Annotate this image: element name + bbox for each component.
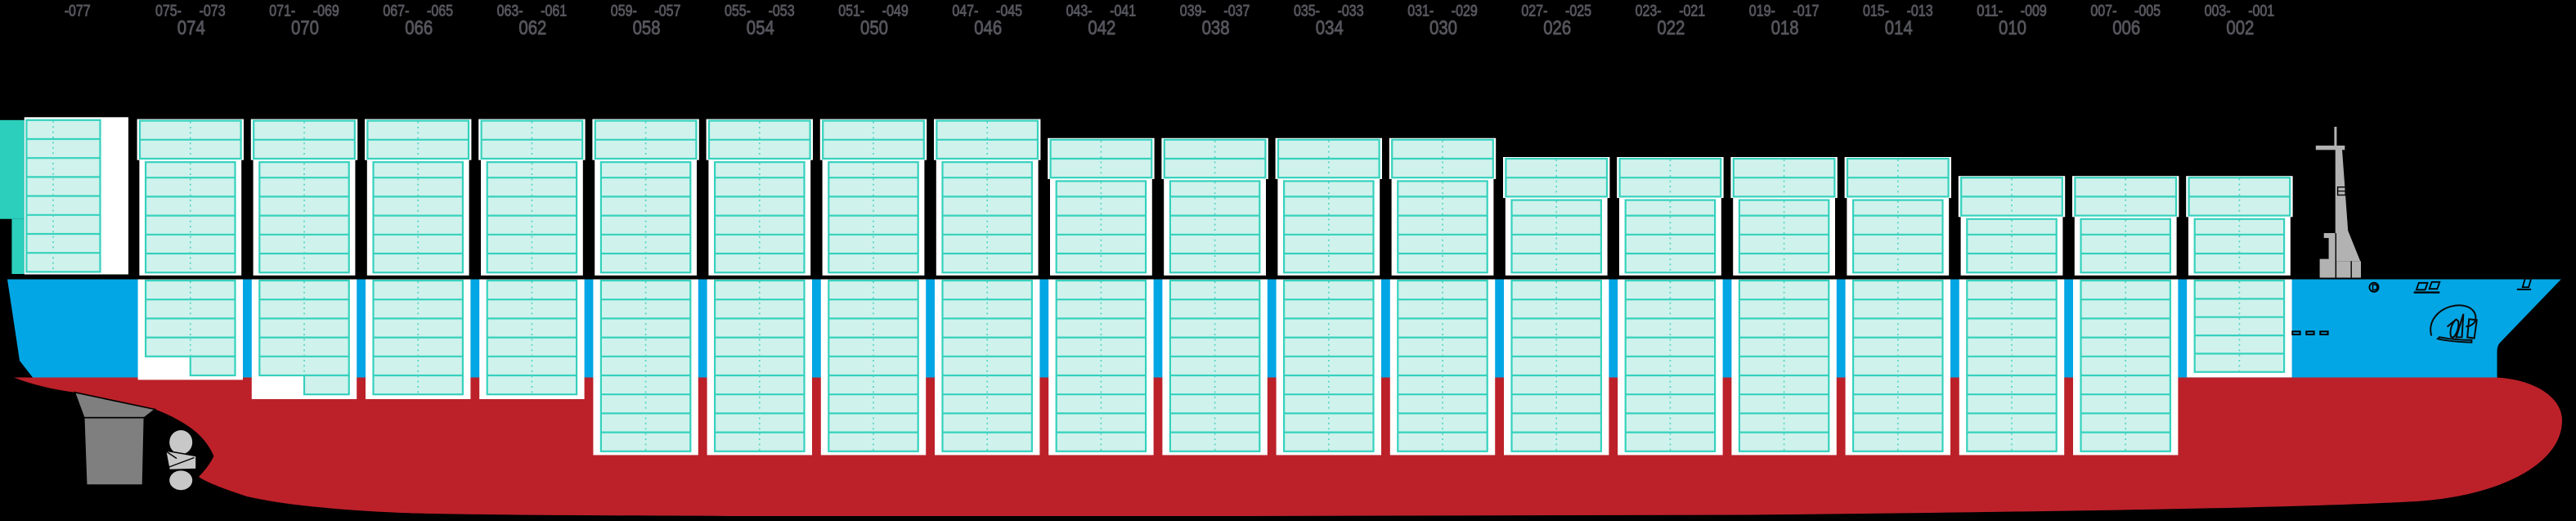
svg-text:043-: 043-	[1066, 3, 1093, 20]
svg-text:019-: 019-	[1749, 3, 1775, 20]
svg-text:006: 006	[2112, 17, 2140, 39]
svg-text:-053: -053	[769, 3, 795, 20]
svg-text:-069: -069	[313, 3, 339, 20]
svg-text:030: 030	[1429, 17, 1457, 39]
svg-text:-005: -005	[2134, 3, 2161, 20]
svg-text:-013: -013	[1907, 3, 1933, 20]
svg-text:011-: 011-	[1977, 3, 2003, 20]
svg-text:023-: 023-	[1636, 3, 1662, 20]
svg-text:042: 042	[1088, 17, 1115, 39]
svg-text:062: 062	[518, 17, 546, 39]
svg-text:-025: -025	[1565, 3, 1591, 20]
svg-text:010: 010	[1999, 17, 2026, 39]
svg-text:027-: 027-	[1521, 3, 1547, 20]
svg-text:067-: 067-	[383, 3, 409, 20]
svg-text:014: 014	[1885, 17, 1913, 39]
svg-text:-061: -061	[541, 3, 567, 20]
svg-text:-041: -041	[1110, 3, 1136, 20]
svg-text:075-: 075-	[155, 3, 182, 20]
svg-text:034: 034	[1316, 17, 1344, 39]
svg-text:055-: 055-	[725, 3, 751, 20]
svg-text:-029: -029	[1452, 3, 1478, 20]
svg-text:-045: -045	[996, 3, 1022, 20]
svg-text:031-: 031-	[1407, 3, 1434, 20]
svg-text:038: 038	[1202, 17, 1230, 39]
svg-text:058: 058	[633, 17, 661, 39]
svg-text:046: 046	[974, 17, 1002, 39]
svg-text:039-: 039-	[1180, 3, 1206, 20]
svg-text:035-: 035-	[1294, 3, 1320, 20]
svg-text:054: 054	[747, 17, 774, 39]
svg-text:063-: 063-	[497, 3, 523, 20]
svg-text:074: 074	[177, 17, 205, 39]
svg-text:-073: -073	[200, 3, 226, 20]
svg-text:018: 018	[1771, 17, 1799, 39]
svg-text:047-: 047-	[952, 3, 978, 20]
svg-text:050: 050	[860, 17, 888, 39]
svg-text:051-: 051-	[838, 3, 864, 20]
svg-text:-049: -049	[882, 3, 909, 20]
svg-text:070: 070	[291, 17, 319, 39]
svg-text:-009: -009	[2021, 3, 2047, 20]
svg-text:-021: -021	[1679, 3, 1705, 20]
svg-text:-065: -065	[427, 3, 453, 20]
svg-text:002: 002	[2226, 17, 2254, 39]
svg-text:-001: -001	[2248, 3, 2274, 20]
svg-text:-077: -077	[65, 3, 91, 20]
svg-text:-033: -033	[1338, 3, 1364, 20]
svg-text:059-: 059-	[611, 3, 637, 20]
svg-text:007-: 007-	[2090, 3, 2116, 20]
svg-text:-057: -057	[654, 3, 680, 20]
svg-text:-037: -037	[1223, 3, 1250, 20]
svg-text:022: 022	[1657, 17, 1685, 39]
svg-text:003-: 003-	[2205, 3, 2231, 20]
svg-text:026: 026	[1543, 17, 1571, 39]
svg-text:015-: 015-	[1863, 3, 1889, 20]
svg-text:071-: 071-	[269, 3, 295, 20]
svg-text:-017: -017	[1793, 3, 1819, 20]
svg-text:066: 066	[405, 17, 433, 39]
